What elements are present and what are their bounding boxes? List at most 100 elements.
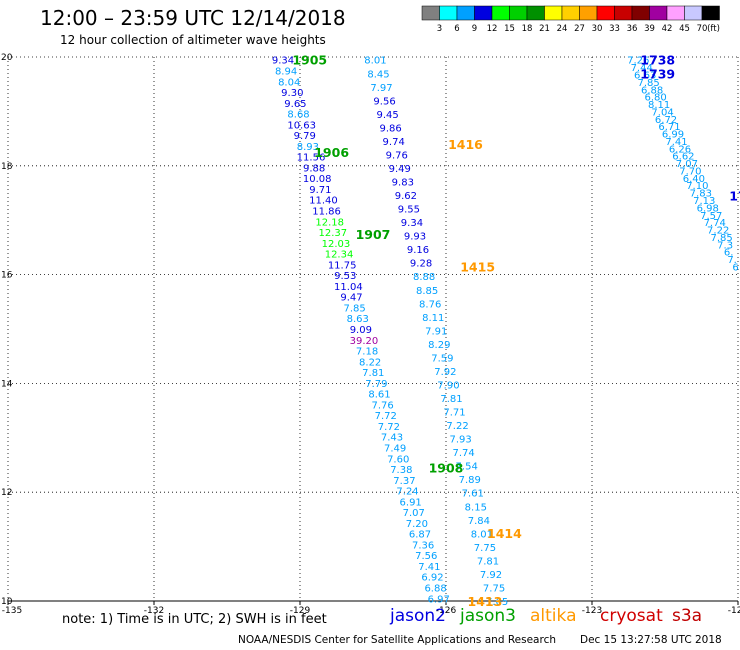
swh-value: 7.41 <box>665 137 687 148</box>
swh-value: 8.88 <box>413 272 435 283</box>
pass-time-label: 1908 <box>429 461 464 476</box>
scale-tick-label: 33 <box>609 24 620 34</box>
swh-value: 9.45 <box>376 110 398 121</box>
scale-tick-label: 9 <box>472 24 477 34</box>
x-tick-label: -120 <box>728 606 740 616</box>
swh-value: 8.61 <box>368 390 390 401</box>
swh-value: 8.94 <box>275 66 297 77</box>
y-tick-label: 10 <box>1 597 13 607</box>
swh-value: 6.88 <box>641 85 663 96</box>
swh-value: 7.56 <box>415 551 437 562</box>
swh-value: 6.71 <box>658 122 680 133</box>
swh-value: 9.62 <box>395 191 417 202</box>
y-tick-label: 18 <box>1 162 13 172</box>
swh-value: 9.53 <box>334 271 356 282</box>
swh-value: 7.71 <box>443 408 465 419</box>
scale-tick-label: 24 <box>557 24 568 34</box>
footer-org: NOAA/NESDIS Center for Satellite Applica… <box>238 634 556 646</box>
swh-value: 6.63 <box>634 70 656 81</box>
swh-value: 7.85 <box>343 303 365 314</box>
swh-value: 7.3 <box>717 240 733 251</box>
swh-value: 9.76 <box>386 150 408 161</box>
x-tick-label: -126 <box>436 606 457 616</box>
swh-value: 11.40 <box>309 196 338 207</box>
swh-value: 7.65 <box>486 597 508 608</box>
swh-value: 7.59 <box>431 353 453 364</box>
swh-value: 8.76 <box>419 299 441 310</box>
swh-value: 7.72 <box>375 411 397 422</box>
swh-value: 9.71 <box>309 185 331 196</box>
pass-time-label: 17 <box>729 189 740 204</box>
swh-value: 8.68 <box>287 110 309 121</box>
swh-value: 9.74 <box>383 137 405 148</box>
scale-tick-label: 12 <box>487 24 498 34</box>
swh-value: 7. <box>727 255 737 266</box>
swh-value: 7.79 <box>365 379 387 390</box>
swh-value: 7.70 <box>679 166 701 177</box>
swh-value: 9.47 <box>340 293 362 304</box>
swh-value: 8.04 <box>278 77 300 88</box>
swh-value: 7.84 <box>468 516 490 527</box>
swh-value: 7.38 <box>390 465 412 476</box>
x-tick-label: -129 <box>290 606 311 616</box>
y-tick-label: 16 <box>1 271 13 281</box>
swh-value: 7.20 <box>406 519 428 530</box>
swh-value: 9.30 <box>281 88 303 99</box>
swh-value: 7.93 <box>449 435 471 446</box>
swh-value: 7.07 <box>676 159 698 170</box>
swh-value: 12.18 <box>315 217 344 228</box>
swh-value: 6. <box>724 248 734 259</box>
swh-value: 9.49 <box>389 164 411 175</box>
swh-value: 7.75 <box>483 583 505 594</box>
scale-tick-label: 6 <box>454 24 459 34</box>
y-tick-label: 12 <box>1 488 12 498</box>
pass-time-label: 1414 <box>487 526 522 541</box>
swh-value: 11.86 <box>312 207 341 218</box>
swh-value: 6 <box>732 262 738 273</box>
swh-value: 6.99 <box>662 130 684 141</box>
swh-value: 8.22 <box>359 357 381 368</box>
swh-value: 7.85 <box>638 78 660 89</box>
swh-value: 7.44 <box>631 63 653 74</box>
swh-value: 6.72 <box>655 115 677 126</box>
scale-tick-label: 18 <box>522 24 533 34</box>
swh-value: 7.22 <box>707 226 729 237</box>
swh-value: 7.36 <box>412 540 434 551</box>
swh-value: 8.11 <box>422 313 444 324</box>
swh-value: 6.87 <box>409 530 431 541</box>
swh-value: 6.98 <box>697 203 719 214</box>
swh-value: 7.61 <box>462 489 484 500</box>
swh-value: 7.76 <box>372 400 394 411</box>
swh-value: 7.07 <box>403 508 425 519</box>
scale-tick-label: 15 <box>504 24 515 34</box>
swh-value: 7.22 <box>446 421 468 432</box>
pass-time-label: 1905 <box>292 53 327 68</box>
swh-value: 7.43 <box>381 433 403 444</box>
swh-value: 7.89 <box>459 475 481 486</box>
scale-tick-label: 36 <box>627 24 638 34</box>
swh-value: 11.04 <box>334 282 363 293</box>
swh-value: 7.74 <box>704 218 726 229</box>
scale-tick-label: 42 <box>662 24 673 34</box>
legend-jason2: jason2 <box>390 606 446 626</box>
scale-tick-label: (ft) <box>707 24 720 34</box>
legend-s3a: s3a <box>672 606 703 626</box>
scale-tick-label: 70 <box>697 24 708 34</box>
swh-value: 11.75 <box>328 260 357 271</box>
swh-value: 7.90 <box>437 380 459 391</box>
swh-value: 9.93 <box>404 232 426 243</box>
pass-time-label: 1907 <box>356 227 391 242</box>
scale-tick-label: 30 <box>592 24 603 34</box>
legend-cryosat: cryosat <box>600 606 663 626</box>
swh-value: 8.45 <box>367 69 389 80</box>
swh-value: 7.83 <box>690 189 712 200</box>
swh-value: 9.79 <box>294 131 316 142</box>
scale-tick-label: 27 <box>574 24 585 34</box>
swh-value: 6.91 <box>400 497 422 508</box>
swh-value: 6.97 <box>428 594 450 605</box>
swh-value: 7.37 <box>393 476 415 487</box>
swh-value: 7.41 <box>418 562 440 573</box>
pass-time-label: 1906 <box>314 145 349 160</box>
swh-value: 8.63 <box>347 314 369 325</box>
swh-value: 7.85 <box>711 233 733 244</box>
